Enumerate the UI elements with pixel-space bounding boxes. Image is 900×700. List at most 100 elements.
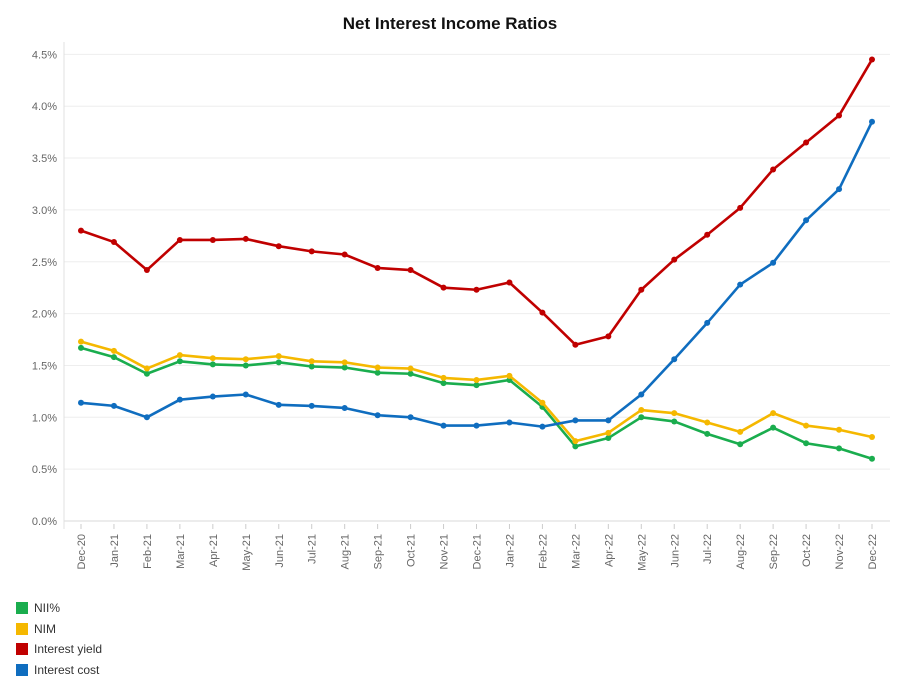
data-point: [78, 399, 84, 406]
legend-item: Interest cost: [16, 660, 102, 681]
data-point: [473, 376, 480, 383]
x-tick-label: May-21: [241, 534, 253, 571]
data-point: [176, 352, 183, 359]
data-point: [572, 417, 579, 424]
gridlines: [63, 42, 890, 529]
data-point: [638, 391, 645, 398]
data-point: [110, 347, 117, 354]
y-axis-ticks: 0.0% 0.5% 1.0% 1.5% 2.0% 2.5% 3.0% 3.5% 4.0% 4.5%: [32, 49, 57, 528]
data-point: [836, 445, 843, 452]
data-point: [176, 236, 183, 243]
data-point: [308, 358, 315, 365]
data-point: [605, 429, 612, 436]
series-interest-cost: [78, 118, 875, 430]
x-tick-label: Dec-21: [472, 534, 484, 569]
legend-item: Interest yield: [16, 639, 102, 660]
y-tick-label: 0.5%: [32, 464, 57, 476]
data-point: [803, 139, 810, 146]
data-point: [143, 414, 150, 421]
data-point: [671, 356, 678, 363]
data-point: [638, 407, 645, 414]
x-tick-label: Jan-21: [109, 534, 121, 568]
data-point: [803, 422, 810, 429]
data-point: [770, 424, 777, 431]
legend-label: NII%: [34, 601, 61, 616]
data-point: [242, 356, 249, 363]
data-point: [341, 251, 348, 258]
data-point: [473, 422, 480, 429]
x-tick-label: Feb-21: [142, 534, 154, 569]
data-point: [440, 422, 447, 429]
series-line: [79, 58, 874, 347]
x-tick-label: Jul-22: [702, 534, 714, 564]
data-point: [539, 309, 546, 316]
data-point: [803, 440, 810, 447]
data-point: [374, 412, 381, 419]
y-tick-label: 4.0%: [32, 101, 57, 113]
data-point: [572, 438, 579, 445]
data-point: [638, 286, 645, 293]
data-point: [78, 338, 84, 345]
y-tick-label: 3.5%: [32, 153, 57, 165]
data-point: [473, 382, 480, 389]
legend-swatch: [16, 602, 28, 615]
data-point: [308, 248, 315, 255]
data-point: [242, 362, 249, 369]
data-point: [78, 227, 84, 234]
legend-item: NIM: [16, 619, 102, 640]
data-point: [770, 410, 777, 417]
x-tick-label: Dec-20: [76, 534, 88, 569]
chart-title: Net Interest Income Ratios: [342, 14, 558, 33]
data-point: [704, 430, 711, 437]
legend: NII% NIM Interest yield Interest cost: [16, 598, 102, 680]
x-tick-label: Feb-22: [537, 534, 549, 569]
data-point: [407, 414, 414, 421]
data-point: [341, 364, 348, 371]
legend-item: NII%: [16, 598, 102, 619]
data-point: [275, 359, 282, 366]
data-point: [605, 417, 612, 424]
y-tick-label: 3.0%: [32, 205, 57, 217]
data-point: [275, 243, 282, 250]
x-tick-label: Mar-21: [175, 534, 187, 569]
data-point: [704, 419, 711, 426]
data-point: [506, 279, 513, 286]
x-tick-label: Oct-21: [406, 534, 418, 567]
x-tick-label: Nov-21: [439, 534, 451, 569]
data-point: [836, 426, 843, 433]
data-point: [209, 236, 216, 243]
data-point: [374, 264, 381, 271]
data-point: [506, 419, 513, 426]
data-point: [605, 333, 612, 340]
series-nim: [78, 338, 875, 445]
data-point: [440, 374, 447, 381]
data-point: [869, 455, 875, 462]
data-point: [308, 402, 315, 409]
data-point: [341, 404, 348, 411]
data-point: [704, 319, 711, 326]
x-tick-label: Apr-22: [603, 534, 615, 567]
data-point: [671, 256, 678, 263]
x-tick-label: Sep-22: [768, 534, 780, 569]
data-point: [539, 399, 546, 406]
data-point: [78, 344, 84, 351]
data-point: [737, 281, 744, 288]
data-point: [143, 370, 150, 377]
data-point: [704, 231, 711, 238]
x-tick-label: Apr-21: [208, 534, 220, 567]
series-line: [79, 346, 874, 461]
data-point: [869, 56, 875, 63]
legend-swatch: [16, 622, 28, 635]
data-point: [374, 369, 381, 376]
y-tick-label: 1.0%: [32, 412, 57, 424]
data-point: [770, 166, 777, 173]
data-point: [407, 370, 414, 377]
data-point: [869, 434, 875, 441]
data-point: [176, 358, 183, 365]
data-point: [506, 372, 513, 379]
data-point: [110, 402, 117, 409]
y-tick-label: 1.5%: [32, 360, 57, 372]
x-tick-label: Oct-22: [801, 534, 813, 567]
x-tick-label: Jul-21: [307, 534, 319, 564]
data-point: [803, 217, 810, 224]
